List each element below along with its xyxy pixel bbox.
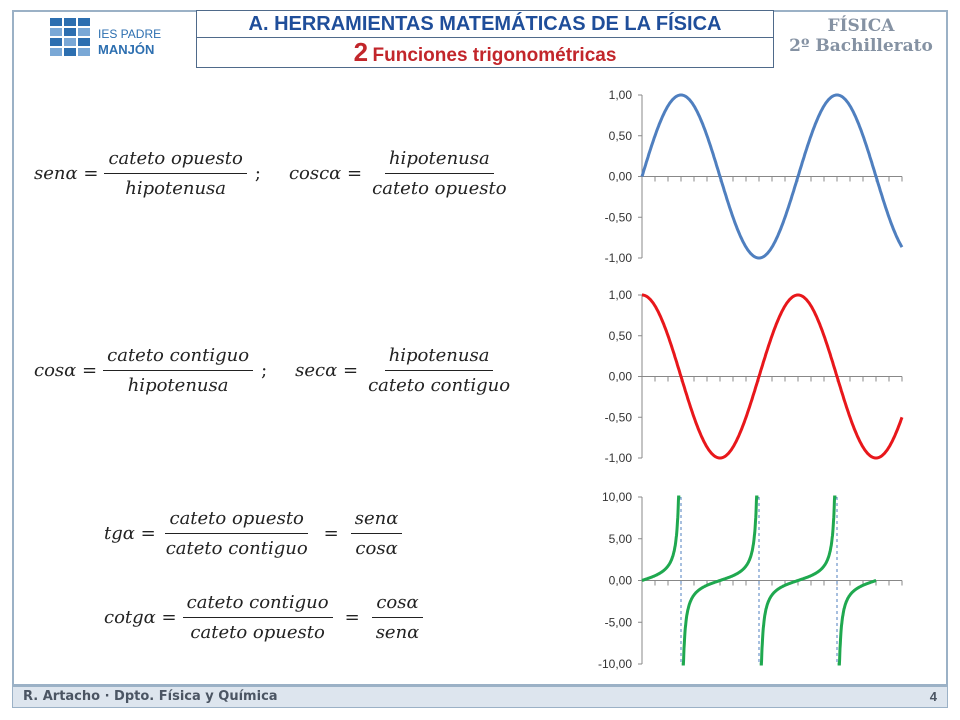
sine-chart: 1,00 0,50 0,00 -0,50 -1,00 [605, 88, 904, 265]
eq-cotg-den: cateto opuesto [190, 622, 325, 643]
cosine-chart: 1,00 0,50 0,00 -0,50 -1,00 [605, 288, 904, 465]
y-tick-label: 1,00 [609, 288, 633, 302]
y-tick-label: 0,00 [609, 170, 633, 184]
eq-tg-den2: cosα [355, 538, 398, 559]
tangent-curve [759, 495, 837, 666]
eq-separator: ; [261, 360, 268, 381]
eq-sec-fraction: hipotenusa cateto contiguo [364, 345, 514, 396]
eq-sen-lhs: senα = [34, 163, 99, 184]
y-tick-label: -1,00 [605, 451, 633, 465]
eq-cosc-num: hipotenusa [384, 148, 494, 174]
y-tick-label: 0,00 [609, 574, 633, 588]
footer-author: R. Artacho · Dpto. Física y Química [23, 689, 278, 704]
eq-tg-equals: = [323, 523, 339, 544]
tangent-curve [641, 495, 681, 582]
footer: R. Artacho · Dpto. Física y Química 4 [12, 686, 948, 708]
eq-sec-num: hipotenusa [384, 345, 494, 371]
logo-line2: MANJÓN [98, 42, 154, 57]
cosine-curve [642, 293, 904, 460]
equation-cos-sec: cosα = cateto contiguo hipotenusa ; secα… [34, 345, 520, 396]
logo-line1: IES PADRE [98, 27, 161, 41]
eq-cotg-equals: = [344, 607, 360, 628]
eq-tg-den: cateto contiguo [165, 538, 308, 559]
eq-cos-lhs: cosα = [34, 360, 98, 381]
y-tick-label: -0,50 [605, 210, 633, 224]
eq-sec-lhs: secα = [295, 360, 359, 381]
eq-sen-den: hipotenusa [125, 178, 227, 199]
header: A. HERRAMIENTAS MATEMÁTICAS DE LA FÍSICA… [196, 10, 774, 68]
y-tick-label: -1,00 [605, 251, 633, 265]
eq-sen-num: cateto opuesto [104, 148, 247, 174]
tangent-chart: 10,00 5,00 0,00 -5,00 -10,00 [598, 490, 903, 671]
eq-cos-den: hipotenusa [127, 375, 229, 396]
header-subtitle-box: 2 Funciones trigonométricas [196, 38, 774, 68]
y-tick-label: -5,00 [605, 615, 633, 629]
eq-cotg-fraction: cateto contiguo cateto opuesto [182, 592, 333, 643]
school-logo: IES PADRE MANJÓN [40, 14, 180, 66]
y-tick-label: 0,00 [609, 370, 633, 384]
y-tick-label: -0,50 [605, 410, 633, 424]
eq-tg-fraction: cateto opuesto cateto contiguo [162, 508, 312, 559]
page-number: 4 [929, 689, 937, 704]
eq-tg-lhs: tgα = [104, 523, 156, 544]
y-tick-label: 0,50 [609, 329, 633, 343]
eq-tg-fraction2: senα cosα [350, 508, 403, 559]
eq-tg-num2: senα [350, 508, 403, 534]
eq-cotg-den2: senα [375, 622, 420, 643]
sine-curve [640, 93, 904, 260]
y-tick-label: 5,00 [609, 532, 633, 546]
eq-tg-num: cateto opuesto [165, 508, 308, 534]
eq-sen-fraction: cateto opuesto hipotenusa [104, 148, 247, 199]
eq-cosc-den: cateto opuesto [372, 178, 507, 199]
eq-sec-den: cateto contiguo [368, 375, 511, 396]
eq-cos-num: cateto contiguo [103, 345, 254, 371]
tangent-curve [681, 495, 759, 666]
y-tick-label: -10,00 [598, 657, 632, 671]
eq-cos-fraction: cateto contiguo hipotenusa [103, 345, 254, 396]
header-title: A. HERRAMIENTAS MATEMÁTICAS DE LA FÍSICA [196, 10, 774, 38]
eq-cosc-lhs: coscα = [288, 163, 363, 184]
course-badge: FÍSICA 2º Bachillerato [778, 12, 944, 68]
eq-cotg-num2: cosα [372, 592, 423, 618]
y-tick-label: 10,00 [602, 490, 632, 504]
badge-subject: FÍSICA [827, 16, 895, 36]
section-number: 2 [353, 37, 369, 67]
equation-cotg: cotgα = cateto contiguo cateto opuesto =… [104, 592, 429, 643]
y-tick-label: 1,00 [609, 88, 633, 102]
eq-cotg-fraction2: cosα senα [372, 592, 424, 643]
equation-sen-cosc: senα = cateto opuesto hipotenusa ; coscα… [34, 148, 517, 199]
tangent-curve [837, 579, 877, 666]
eq-cosc-fraction: hipotenusa cateto opuesto [368, 148, 510, 199]
eq-cotg-lhs: cotgα = [104, 607, 177, 628]
eq-cotg-num: cateto contiguo [182, 592, 333, 618]
badge-level: 2º Bachillerato [789, 36, 933, 56]
eq-separator: ; [254, 163, 261, 184]
section-title: Funciones trigonométricas [372, 45, 617, 66]
equation-tg: tgα = cateto opuesto cateto contiguo = s… [104, 508, 408, 559]
y-tick-label: 0,50 [609, 129, 633, 143]
logo-grid-icon: IES PADRE MANJÓN [50, 18, 161, 57]
